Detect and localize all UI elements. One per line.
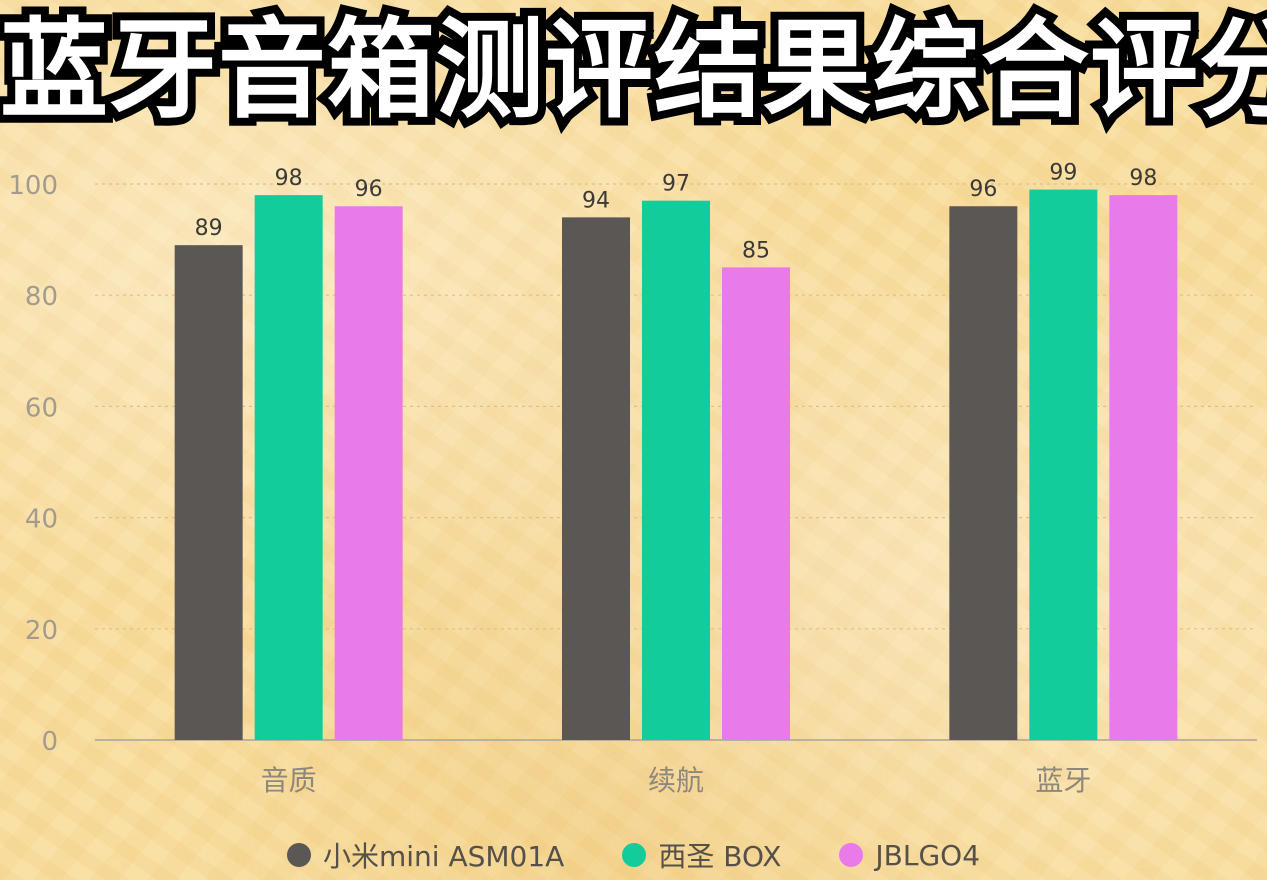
- x-tick-label: 续航: [648, 764, 704, 797]
- data-label-2-2: 98: [1129, 166, 1157, 191]
- legend-label-series-1: 西圣 BOX: [658, 840, 782, 873]
- y-tick-label: 20: [25, 616, 58, 646]
- y-tick-label: 100: [8, 171, 58, 201]
- data-label-0-0: 89: [195, 216, 223, 241]
- bar-0-1: [254, 195, 323, 740]
- data-label-2-1: 99: [1049, 161, 1077, 186]
- legend-label-series-2: JBLGO4: [875, 838, 981, 872]
- bar-2-2: [1109, 195, 1178, 740]
- bar-0-0: [174, 245, 243, 740]
- bar-1-1: [642, 200, 710, 740]
- data-label-0-1: 98: [275, 166, 303, 191]
- legend-item-series-2: JBLGO4: [839, 839, 980, 872]
- bar-2-0: [949, 206, 1018, 741]
- data-label-1-1: 97: [662, 172, 690, 197]
- bar-1-2: [722, 267, 790, 740]
- bar-1-0: [562, 217, 630, 741]
- y-tick-label: 80: [25, 282, 58, 312]
- data-label-2-0: 96: [969, 177, 997, 202]
- y-tick-label: 60: [25, 393, 58, 423]
- legend-swatch-series-2: [839, 843, 864, 867]
- x-tick-label: 蓝牙: [1035, 764, 1091, 797]
- legend-label-series-0: 小米mini ASM01A: [322, 840, 565, 873]
- legend-item-series-0: 小米mini ASM01A: [286, 835, 565, 875]
- y-tick-label: 40: [25, 505, 58, 535]
- data-label-0-2: 96: [355, 177, 383, 202]
- bar-2-1: [1029, 189, 1098, 740]
- x-tick-label: 音质: [261, 764, 317, 797]
- legend-item-series-1: 西圣 BOX: [622, 835, 781, 875]
- legend-swatch-series-0: [286, 843, 311, 867]
- bar-0-2: [334, 206, 403, 741]
- y-tick-label: 0: [41, 727, 58, 757]
- chart-title: 蓝牙音箱测评结果综合评分: [0, 0, 1267, 141]
- legend-swatch-series-1: [622, 843, 647, 867]
- legend: 小米mini ASM01A 西圣 BOX JBLGO4: [0, 832, 1267, 878]
- data-label-1-0: 94: [582, 188, 610, 213]
- data-label-1-2: 85: [742, 238, 770, 263]
